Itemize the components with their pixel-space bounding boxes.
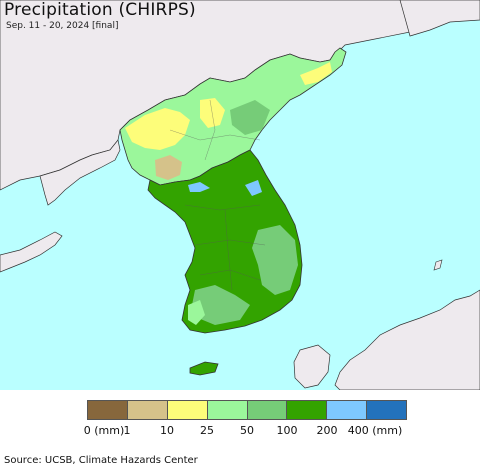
japan-honshu: [334, 289, 480, 390]
sk-light-green-east: [252, 225, 298, 295]
legend-tick-2: 10: [160, 424, 174, 437]
legend-swatch-4: [247, 401, 288, 419]
sk-blue-patch: [245, 180, 262, 196]
sk-light-green-south: [192, 285, 250, 325]
legend-swatch-0: [88, 401, 128, 419]
sk-light-green-sw: [188, 300, 205, 325]
legend-tick-6: 200: [316, 424, 338, 437]
russia-coast: [399, 0, 480, 37]
legend-swatch-6: [327, 401, 368, 419]
legend-swatch-1: [127, 401, 168, 419]
jeju-island: [189, 361, 219, 376]
nk-yellow-region: [125, 108, 190, 150]
nk-yellow-region-2: [200, 98, 225, 128]
color-legend: [87, 400, 407, 420]
legend-tick-1: 1: [123, 424, 131, 437]
legend-swatch-7: [367, 401, 406, 419]
japan-kyushu: [293, 344, 331, 389]
source-credit: Source: UCSB, Climate Hazards Center: [4, 455, 198, 466]
shandong-peninsula: [0, 231, 63, 273]
legend-swatch-5: [287, 401, 328, 419]
legend-tick-0: 0 (mm): [83, 424, 125, 437]
japan-island: [433, 259, 443, 271]
legend-tick-3: 25: [200, 424, 214, 437]
legend-tick-5: 100: [276, 424, 298, 437]
south-korea: [147, 149, 303, 334]
province-lines: [169, 99, 266, 291]
nk-green-region: [230, 100, 270, 135]
nk-blue-patch: [188, 182, 210, 192]
nk-tan-region: [155, 155, 182, 180]
map-title: Precipitation (CHIRPS): [4, 0, 196, 20]
precipitation-map: [0, 0, 480, 390]
legend-tick-7: 400 (mm): [347, 424, 403, 437]
legend-tick-4: 50: [240, 424, 254, 437]
map-subtitle: Sep. 11 - 20, 2024 [final]: [6, 21, 119, 31]
liaodong-peninsula: [39, 139, 121, 206]
legend-swatch-2: [167, 401, 208, 419]
legend-swatch-3: [207, 401, 248, 419]
nk-yellow-region-3: [300, 62, 332, 85]
